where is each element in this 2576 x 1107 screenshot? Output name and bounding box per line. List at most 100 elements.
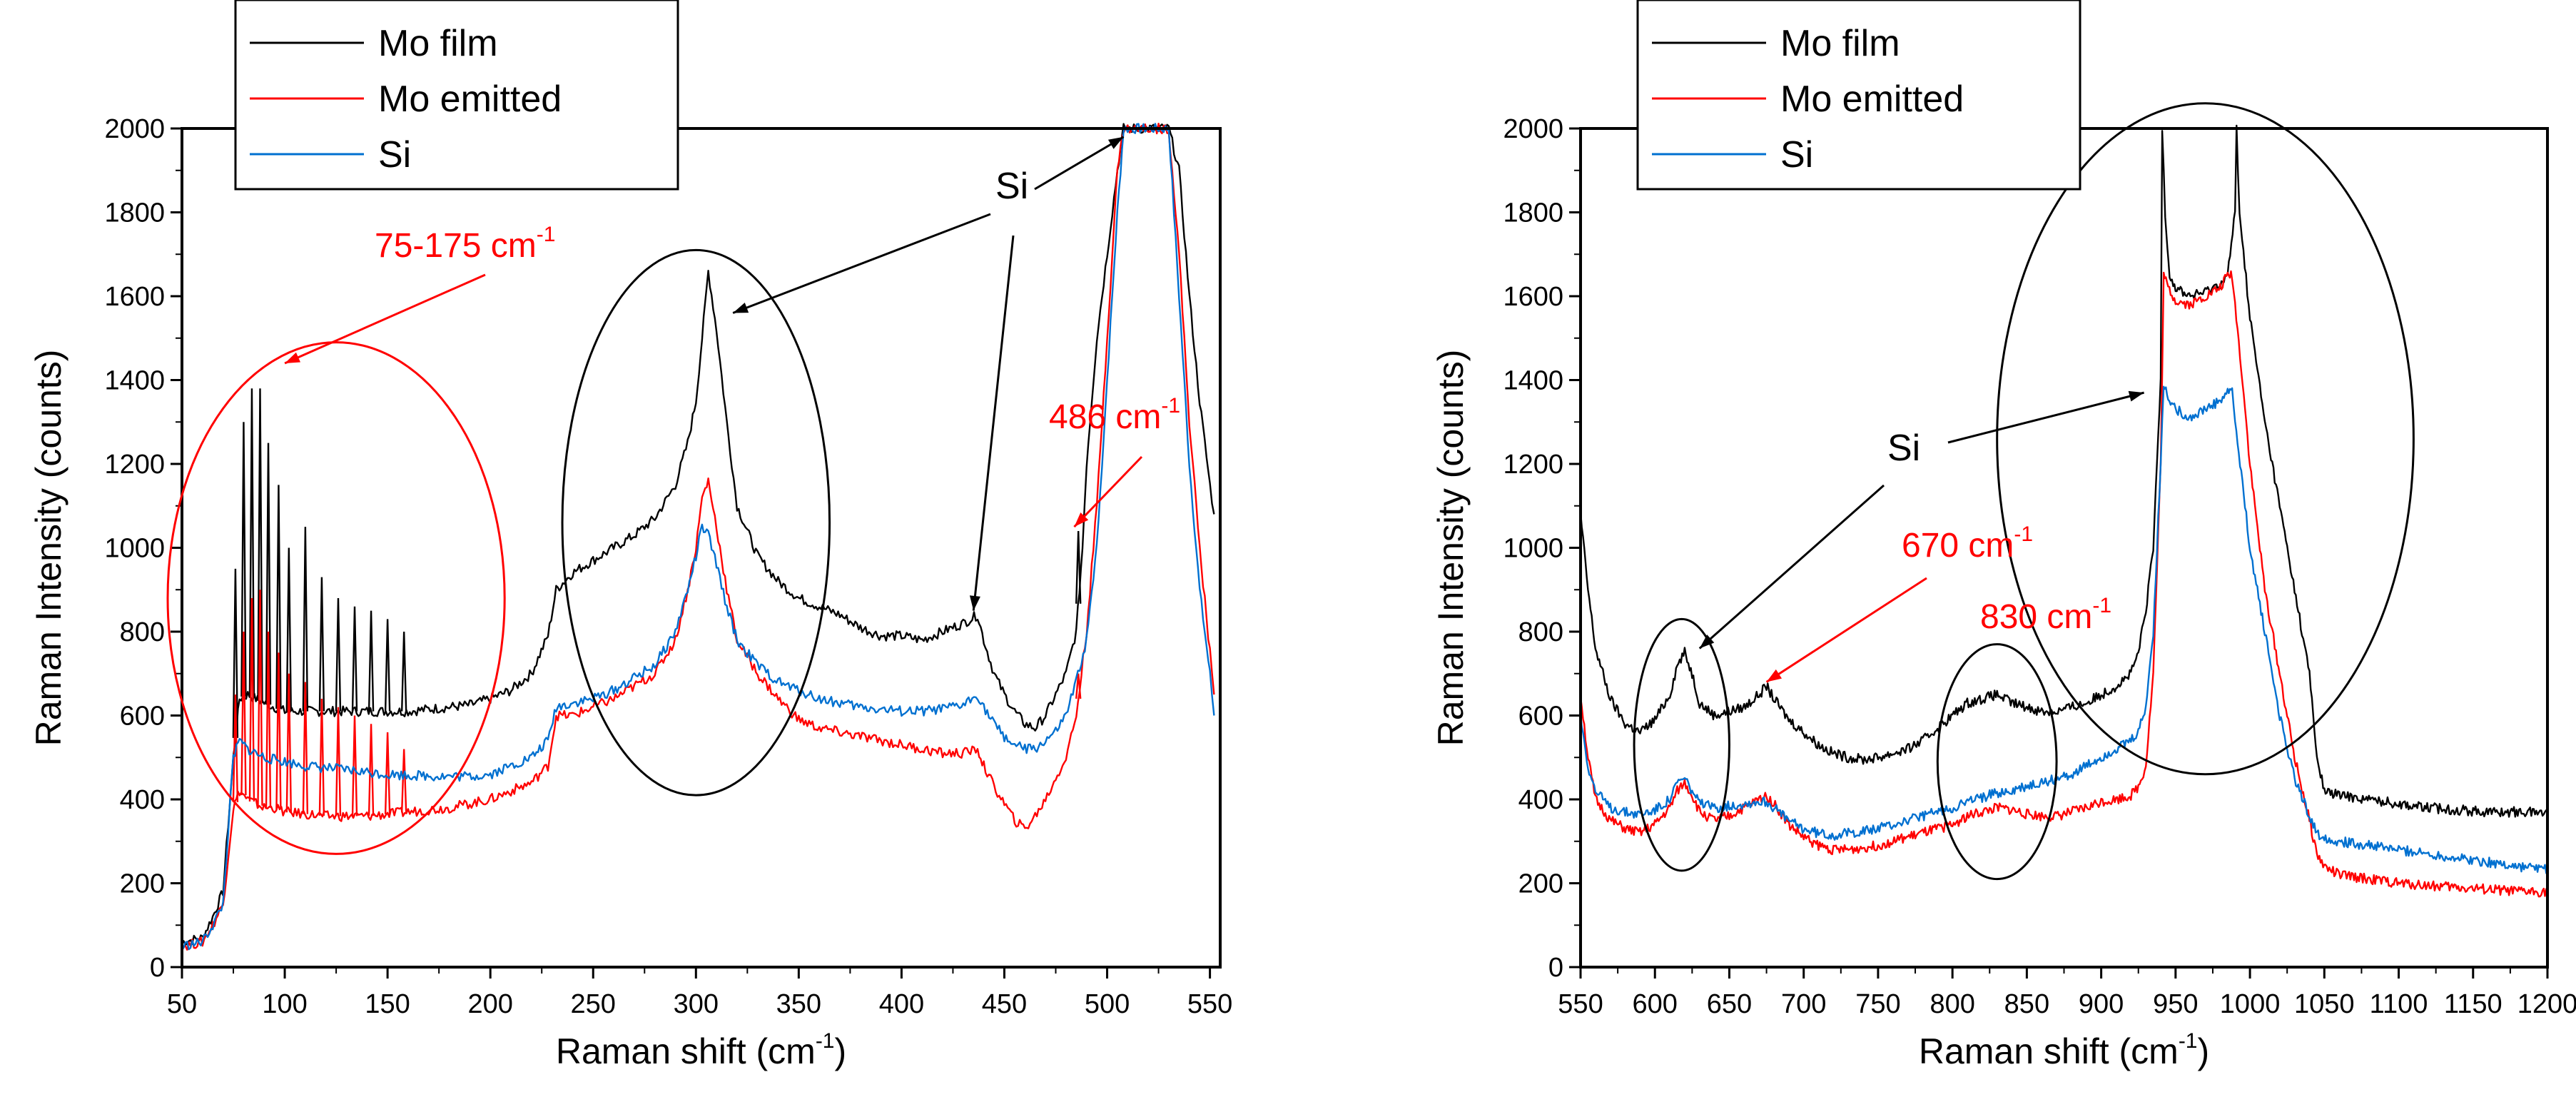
annotation-75-175-arrow-head <box>285 352 301 363</box>
right-x-axis-title: Raman shift (cm-1) <box>1919 1029 2209 1071</box>
annotation-670-arrow-head <box>1766 669 1783 682</box>
left-spike-mo-emitted <box>318 698 325 816</box>
annotation-si-arrow-970-head <box>2128 390 2144 402</box>
legend-label-si: Si <box>378 134 411 176</box>
left-spike-mo-emitted <box>265 631 272 808</box>
x-tick-label: 1150 <box>2444 989 2503 1019</box>
x-tick-label: 550 <box>1187 989 1232 1019</box>
y-tick-label: 600 <box>1518 702 1563 732</box>
annotation-75-175-arrow <box>284 273 486 365</box>
x-tick-label: 1000 <box>2220 989 2281 1019</box>
x-tick-label: 800 <box>1930 989 1974 1019</box>
x-tick-label: 700 <box>1781 989 1826 1019</box>
y-tick-label: 800 <box>1518 617 1563 647</box>
x-tick-label: 1200 <box>2517 989 2576 1019</box>
left-spike-mo-film <box>285 547 293 712</box>
y-tick-label: 1400 <box>104 366 165 396</box>
annotation-ellipse-75-175 <box>166 341 506 855</box>
y-tick-label: 400 <box>1518 785 1563 815</box>
left-plot-frame <box>181 127 1222 969</box>
left-spike-mo-emitted <box>351 715 358 817</box>
left-spike-mo-emitted <box>285 673 293 813</box>
annotation-486-arrow <box>1073 455 1143 528</box>
y-tick-label: 1800 <box>1503 198 1563 228</box>
annotation-ellipse-si-620 <box>1633 617 1730 872</box>
right-y-axis-title: Raman Intensity (counts) <box>1431 350 1471 747</box>
annotation-si-arrow-620-head <box>1699 635 1715 649</box>
left-spike-mo-emitted <box>384 732 391 814</box>
left-spike-mo-film <box>248 388 255 697</box>
annotation-si-arrow-510 <box>1034 136 1125 191</box>
left-spike-mo-emitted <box>232 694 239 802</box>
right-series-si <box>1581 385 2547 874</box>
x-tick-label: 1050 <box>2294 989 2355 1019</box>
annotation-si-arrow-437 <box>972 235 1015 611</box>
annotation-ellipse-si-300 <box>561 248 831 797</box>
annotation-si-label: Si <box>995 166 1028 207</box>
legend-label-mo-emitted: Mo emitted <box>1780 79 1964 120</box>
x-tick-label: 600 <box>1633 989 1678 1019</box>
legend-label-mo-emitted: Mo emitted <box>378 79 562 120</box>
left-spike-mo-emitted <box>1075 673 1082 699</box>
annotation-486-arrow-head <box>1074 512 1089 527</box>
x-tick-label: 500 <box>1085 989 1130 1019</box>
x-tick-label: 100 <box>262 989 307 1019</box>
annotation-si-arrow-970 <box>1947 391 2144 444</box>
y-tick-label: 200 <box>120 869 165 899</box>
left-spike-mo-emitted <box>367 724 375 816</box>
x-tick-label: 1100 <box>2370 989 2428 1019</box>
annotation-670-label: 670 cm-1 <box>1902 522 2033 565</box>
left-chart: 50 100 150 200 250 300 350 400 450 500 550 0 200 400 6… <box>29 0 1232 1071</box>
left-spike-mo-emitted <box>257 590 263 806</box>
left-spike-mo-film <box>318 577 325 712</box>
left-spike-mo-film <box>1075 530 1082 604</box>
x-tick-label: 250 <box>571 989 616 1019</box>
legend-label-mo-film: Mo film <box>1780 23 1900 64</box>
left-spike-mo-film <box>335 597 342 712</box>
left-spike-mo-film <box>400 631 407 712</box>
right-series-mo-emitted <box>1581 270 2547 898</box>
left-spike-mo-emitted <box>248 597 255 802</box>
right-chart: 550 600 650 700 750 800 850 900 950 1000 1050 1100 1… <box>1431 0 2576 1071</box>
y-tick-label: 800 <box>120 617 165 647</box>
x-tick-label: 750 <box>1855 989 1900 1019</box>
x-tick-label: 200 <box>467 989 512 1019</box>
y-tick-label: 2000 <box>1503 114 1563 144</box>
annotation-ellipse-830 <box>1936 643 2058 881</box>
y-tick-label: 200 <box>1518 869 1563 899</box>
legend-box <box>1636 0 2081 191</box>
x-tick-label: 50 <box>167 989 197 1019</box>
annotation-670-arrow <box>1765 577 1927 683</box>
annotation-75-175-label: 75-175 cm-1 <box>375 223 555 265</box>
left-spike-mo-film <box>302 527 309 712</box>
y-tick-label: 1600 <box>1503 282 1563 312</box>
annotation-486-label: 486 cm-1 <box>1049 394 1180 436</box>
annotation-ellipse-si-970 <box>1996 102 2415 776</box>
annotation-si-arrow-620 <box>1698 484 1885 649</box>
left-spike-mo-emitted <box>400 749 407 813</box>
left-series-mo-emitted <box>182 123 1215 952</box>
y-tick-label: 600 <box>120 702 165 732</box>
y-tick-label: 0 <box>1548 953 1563 983</box>
y-tick-label: 1800 <box>104 198 165 228</box>
legend-box <box>234 0 679 191</box>
annotation-si-arrow-300-head <box>733 303 749 313</box>
x-tick-label: 650 <box>1707 989 1752 1019</box>
left-spike-mo-film <box>351 606 358 712</box>
x-tick-label: 900 <box>2079 989 2124 1019</box>
y-tick-label: 1200 <box>1503 450 1563 480</box>
left-spike-mo-film <box>384 619 391 712</box>
x-tick-label: 350 <box>776 989 821 1019</box>
x-tick-label: 550 <box>1558 989 1603 1019</box>
y-tick-label: 1400 <box>1503 366 1563 396</box>
annotation-si-label-right: Si <box>1887 428 1920 469</box>
left-x-axis-title: Raman shift (cm-1) <box>556 1029 846 1071</box>
annotation-si-arrow-300 <box>732 213 991 314</box>
legend-label-si: Si <box>1780 134 1813 176</box>
left-spike-mo-emitted <box>275 652 282 810</box>
annotation-si-arrow-510-head <box>1107 136 1124 149</box>
left-spike-mo-film <box>232 568 239 738</box>
left-y-axis-title: Raman Intensity (counts) <box>29 350 69 747</box>
left-spike-mo-film <box>367 610 375 712</box>
